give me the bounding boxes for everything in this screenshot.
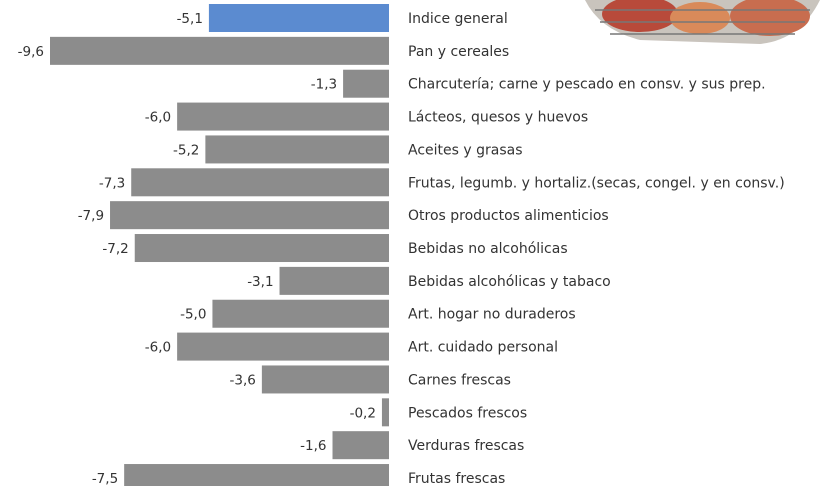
value-label: -3,6 — [230, 372, 256, 388]
value-label: -7,2 — [102, 241, 128, 257]
bar — [205, 135, 389, 163]
category-label: Charcutería; carne y pescado en consv. y… — [408, 77, 766, 93]
bar — [262, 365, 389, 393]
value-label: -6,0 — [145, 110, 171, 126]
value-label: -7,3 — [99, 175, 125, 191]
bar — [124, 464, 389, 486]
category-label: Pan y cereales — [408, 44, 509, 60]
bar — [110, 201, 389, 229]
bar — [212, 300, 389, 328]
bar — [280, 267, 389, 295]
value-label: -7,5 — [92, 471, 118, 486]
value-label: -7,9 — [78, 208, 104, 224]
category-label: Art. cuidado personal — [408, 340, 558, 356]
category-label: Indice general — [408, 11, 508, 27]
category-label: Verduras frescas — [408, 438, 524, 454]
category-label: Bebidas no alcohólicas — [408, 241, 568, 257]
bar — [343, 70, 389, 98]
value-label: -0,2 — [350, 405, 376, 421]
value-label: -3,1 — [247, 274, 273, 290]
category-label: Pescados frescos — [408, 405, 527, 421]
page: {"chart_data": {"type": "bar", "orientat… — [0, 0, 832, 486]
basket-photo — [572, 0, 832, 48]
category-label: Lácteos, quesos y huevos — [408, 110, 588, 126]
bar — [177, 103, 389, 131]
chart: -5,1 Indice general -9,6 Pan y cereales -1,3… — [0, 0, 832, 486]
value-label: -1,6 — [300, 438, 326, 454]
category-label: Otros productos alimenticios — [408, 208, 609, 224]
category-label: Bebidas alcohólicas y tabaco — [408, 274, 611, 290]
category-label: Frutas frescas — [408, 471, 505, 486]
value-label: -1,3 — [311, 77, 337, 93]
category-label: Aceites y grasas — [408, 142, 523, 158]
bar — [135, 234, 389, 262]
bar — [131, 168, 389, 196]
value-label: -5,2 — [173, 142, 199, 158]
value-label: -6,0 — [145, 340, 171, 356]
value-label: -5,1 — [177, 11, 203, 27]
category-label: Art. hogar no duraderos — [408, 307, 576, 323]
bar — [333, 431, 390, 459]
bar — [209, 4, 389, 32]
category-label: Frutas, legumb. y hortaliz.(secas, conge… — [408, 175, 785, 191]
category-label: Carnes frescas — [408, 372, 511, 388]
bar — [50, 37, 389, 65]
value-label: -9,6 — [18, 44, 44, 60]
bar — [177, 333, 389, 361]
bar — [382, 398, 389, 426]
value-label: -5,0 — [180, 307, 206, 323]
